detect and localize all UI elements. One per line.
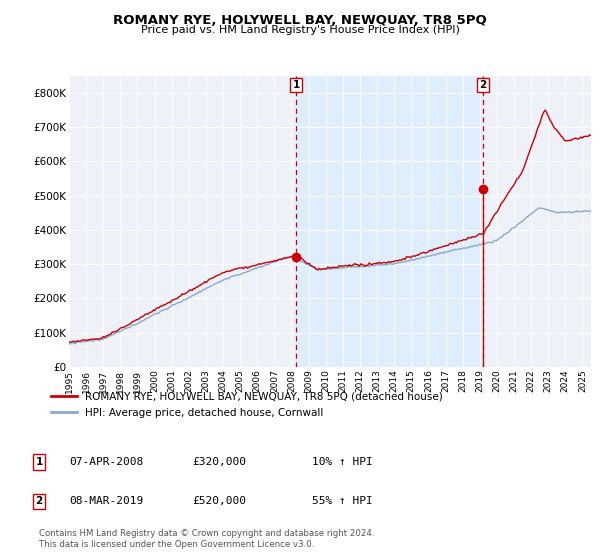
Text: Price paid vs. HM Land Registry's House Price Index (HPI): Price paid vs. HM Land Registry's House … — [140, 25, 460, 35]
Text: 2: 2 — [479, 80, 487, 90]
Text: £320,000: £320,000 — [192, 457, 246, 467]
Text: 55% ↑ HPI: 55% ↑ HPI — [312, 496, 373, 506]
Text: Contains HM Land Registry data © Crown copyright and database right 2024.
This d: Contains HM Land Registry data © Crown c… — [39, 529, 374, 549]
Text: 1: 1 — [35, 457, 43, 467]
Text: 1: 1 — [292, 80, 300, 90]
Bar — [296, 76, 483, 367]
Legend: ROMANY RYE, HOLYWELL BAY, NEWQUAY, TR8 5PQ (detached house), HPI: Average price,: ROMANY RYE, HOLYWELL BAY, NEWQUAY, TR8 5… — [46, 388, 447, 422]
Text: 07-APR-2008: 07-APR-2008 — [69, 457, 143, 467]
Text: 2: 2 — [35, 496, 43, 506]
Text: 08-MAR-2019: 08-MAR-2019 — [69, 496, 143, 506]
Text: ROMANY RYE, HOLYWELL BAY, NEWQUAY, TR8 5PQ: ROMANY RYE, HOLYWELL BAY, NEWQUAY, TR8 5… — [113, 14, 487, 27]
Text: 10% ↑ HPI: 10% ↑ HPI — [312, 457, 373, 467]
Text: £520,000: £520,000 — [192, 496, 246, 506]
